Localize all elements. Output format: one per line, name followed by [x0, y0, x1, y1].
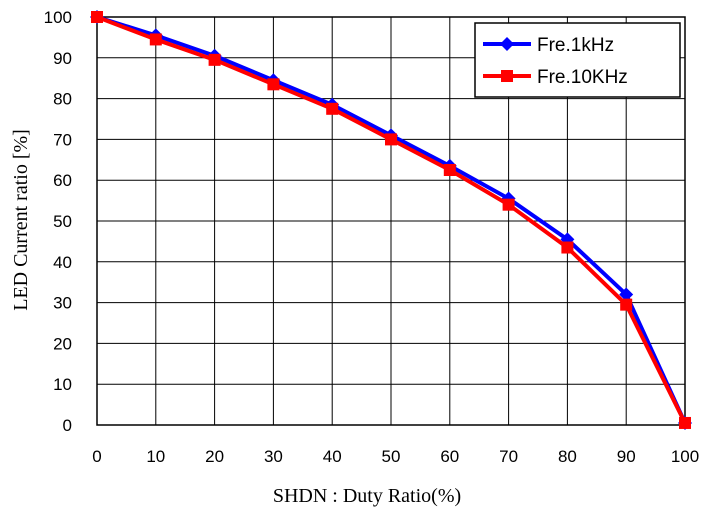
data-point: [620, 298, 633, 311]
data-point: [385, 133, 397, 146]
legend-marker: [501, 70, 513, 82]
legend-marker: [500, 37, 514, 51]
legend-box: [474, 22, 681, 98]
x-axis-ticks: 0 10 20 30 40 50 60 70 80 90 100: [92, 447, 699, 466]
x-tick-label: 80: [558, 447, 577, 466]
y-tick-label: 60: [53, 171, 72, 190]
data-point: [267, 78, 280, 91]
x-tick-label: 40: [323, 447, 342, 466]
y-tick-label: 100: [44, 8, 72, 27]
legend: Fre.1kHz Fre.10KHz: [474, 22, 681, 98]
legend-label: Fre.10KHz: [537, 67, 628, 88]
series-2: [91, 11, 691, 429]
legend-item: Fre.1kHz: [483, 35, 614, 56]
x-tick-label: 50: [382, 447, 401, 466]
data-point: [502, 198, 515, 211]
x-tick-label: 100: [671, 447, 699, 466]
x-tick-label: 0: [92, 447, 101, 466]
data-point: [679, 416, 691, 429]
x-tick-label: 60: [440, 447, 459, 466]
x-tick-label: 10: [146, 447, 165, 466]
data-point: [91, 11, 103, 23]
y-axis-title: LED Current ratio [%]: [10, 129, 32, 311]
data-point: [208, 53, 221, 66]
y-tick-label: 50: [53, 212, 72, 231]
x-tick-label: 90: [617, 447, 636, 466]
x-axis-title: SHDN : Duty Ratio(%): [273, 485, 461, 507]
series-layer: [90, 10, 692, 430]
y-tick-label: 0: [63, 416, 72, 435]
y-tick-label: 80: [53, 90, 72, 109]
y-axis-ticks: 0 10 20 30 40 50 60 70 80 90 100: [44, 8, 72, 435]
y-tick-label: 20: [53, 334, 72, 353]
plot-border: [96, 16, 686, 426]
legend-item: Fre.10KHz: [483, 67, 628, 88]
data-point: [149, 33, 162, 46]
y-tick-label: 10: [53, 375, 72, 394]
data-point: [561, 241, 574, 254]
x-tick-label: 70: [499, 447, 518, 466]
y-tick-label: 30: [53, 294, 72, 313]
data-point: [619, 287, 634, 302]
y-tick-label: 40: [53, 253, 72, 272]
data-point: [326, 102, 339, 115]
x-tick-label: 20: [205, 447, 224, 466]
x-tick-label: 30: [264, 447, 283, 466]
y-tick-label: 90: [53, 49, 72, 68]
y-tick-label: 70: [53, 130, 72, 149]
data-point: [443, 164, 456, 176]
legend-label: Fre.1kHz: [537, 35, 614, 56]
